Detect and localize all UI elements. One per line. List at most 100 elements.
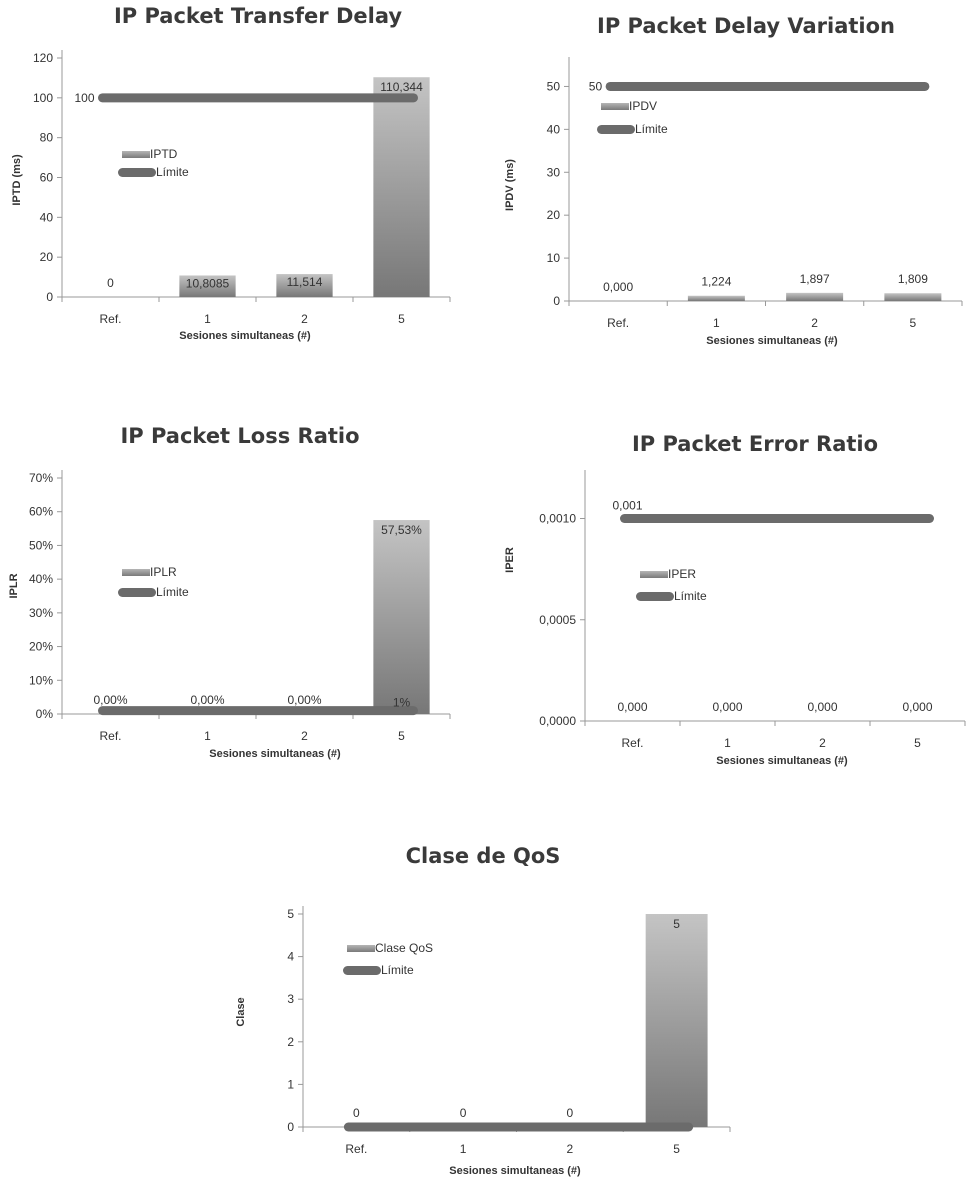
x-tick-label: 2 bbox=[301, 729, 308, 743]
bar-data-label: 0,00% bbox=[287, 693, 321, 707]
y-tick-label: 40% bbox=[29, 572, 53, 586]
plot: 0 1 2 3 4 5 Ref. 1 2 5 0 0 0 5 bbox=[287, 906, 731, 1156]
x-tick-label: Ref. bbox=[621, 736, 643, 750]
chart-title: IP Packet Loss Ratio bbox=[120, 424, 360, 448]
bar-data-label: 0,000 bbox=[807, 700, 837, 714]
y-tick-label: 20 bbox=[547, 208, 561, 222]
x-axis-label: Sesiones simultaneas (#) bbox=[716, 755, 848, 767]
y-tick-label: 40 bbox=[40, 210, 54, 224]
bar-data-label: 110,344 bbox=[380, 80, 423, 94]
bar-data-label: 57,53% bbox=[381, 523, 422, 537]
x-tick-label: 5 bbox=[914, 736, 921, 750]
legend-swatch bbox=[122, 151, 150, 158]
y-tick-label: 0 bbox=[553, 294, 560, 308]
bar-data-label: 10,8085 bbox=[186, 276, 230, 290]
legend-label: Límite bbox=[674, 589, 707, 603]
chart-iplr: IP Packet Loss Ratio IPLR Sesiones simul… bbox=[0, 410, 490, 780]
legend-swatch bbox=[640, 571, 668, 578]
x-axis-label: Sesiones simultaneas (#) bbox=[209, 748, 341, 760]
legend-label: Límite bbox=[156, 165, 189, 179]
x-tick-label: 1 bbox=[204, 312, 211, 326]
y-tick-label: 100 bbox=[33, 91, 53, 105]
chart-title: IP Packet Error Ratio bbox=[631, 432, 879, 456]
bar-data-label: 1,897 bbox=[800, 272, 830, 286]
y-tick-label: 80 bbox=[40, 131, 54, 145]
legend-label: IPTD bbox=[150, 147, 178, 161]
x-axis-label: Sesiones simultaneas (#) bbox=[179, 330, 311, 342]
plot: 0 10 20 30 40 50 Ref. 1 2 5 50 0,000 1,224 1,897 1,809 bbox=[547, 57, 963, 330]
chart-title: IP Packet Delay Variation bbox=[597, 14, 895, 38]
y-tick-label: 1 bbox=[287, 1077, 294, 1091]
y-tick-label: 10 bbox=[547, 251, 561, 265]
bar bbox=[373, 77, 430, 297]
bar-data-label: 11,514 bbox=[287, 275, 323, 289]
y-tick-label: 60% bbox=[29, 505, 53, 519]
bar-data-label: 0,000 bbox=[617, 700, 647, 714]
y-tick-label: 3 bbox=[287, 992, 294, 1006]
plot: 0% 10% 20% 30% 40% 50% 60% 70% Ref. 1 2 5 1% 0,00% 0,0… bbox=[29, 470, 451, 743]
y-tick-label: 70% bbox=[29, 471, 53, 485]
bar-data-label: 0,00% bbox=[190, 693, 224, 707]
limit-data-label: 1% bbox=[393, 696, 411, 710]
chart-title: Clase de QoS bbox=[405, 844, 561, 868]
x-tick-label: 2 bbox=[567, 1142, 574, 1156]
y-tick-label: 10% bbox=[29, 673, 53, 687]
y-tick-label: 30% bbox=[29, 606, 53, 620]
limit-data-label: 100 bbox=[74, 91, 94, 105]
bar bbox=[645, 914, 708, 1127]
limit-data-label: 0,001 bbox=[613, 499, 643, 513]
y-tick-label: 4 bbox=[287, 950, 294, 964]
legend-swatch bbox=[343, 966, 381, 975]
legend-swatch bbox=[636, 592, 674, 601]
legend-label: IPER bbox=[668, 567, 697, 581]
x-tick-label: Ref. bbox=[607, 316, 629, 330]
x-tick-label: Ref. bbox=[99, 312, 121, 326]
legend-label: IPDV bbox=[629, 99, 658, 113]
x-tick-label: 1 bbox=[713, 316, 720, 330]
legend-swatch bbox=[601, 103, 629, 110]
x-axis-label: Sesiones simultaneas (#) bbox=[706, 335, 838, 347]
chart-qos: Clase de QoS Clase Sesiones simultaneas … bbox=[200, 830, 760, 1184]
y-tick-label: 0,0010 bbox=[539, 512, 576, 526]
plot: 0,0000 0,0005 0,0010 Ref. 1 2 5 0,001 0,000 0,000… bbox=[539, 470, 966, 750]
bar-data-label: 0,000 bbox=[902, 700, 932, 714]
legend-swatch bbox=[118, 588, 156, 597]
chart-ipdv: IP Packet Delay Variation IPDV (ms) Sesi… bbox=[490, 0, 973, 380]
legend-swatch bbox=[347, 945, 375, 952]
bar bbox=[687, 295, 745, 301]
y-tick-label: 0,0000 bbox=[539, 714, 576, 728]
y-tick-label: 120 bbox=[33, 51, 53, 65]
x-tick-label: Ref. bbox=[345, 1142, 367, 1156]
bar-data-label: 1,224 bbox=[701, 275, 731, 289]
y-tick-label: 0 bbox=[287, 1120, 294, 1134]
y-tick-label: 20 bbox=[40, 250, 54, 264]
y-tick-label: 50 bbox=[547, 79, 561, 93]
y-tick-label: 5 bbox=[287, 907, 294, 921]
legend-swatch bbox=[122, 569, 150, 576]
x-tick-label: 2 bbox=[819, 736, 826, 750]
bar-data-label: 5 bbox=[673, 917, 680, 931]
x-tick-label: 1 bbox=[460, 1142, 467, 1156]
y-tick-label: 30 bbox=[547, 165, 561, 179]
bar bbox=[786, 292, 844, 301]
chart-title: IP Packet Transfer Delay bbox=[113, 4, 403, 28]
legend-label: Límite bbox=[156, 585, 189, 599]
bar-data-label: 0 bbox=[567, 1106, 574, 1120]
y-tick-label: 40 bbox=[547, 122, 561, 136]
x-tick-label: 1 bbox=[204, 729, 211, 743]
x-tick-label: 5 bbox=[398, 312, 405, 326]
y-tick-label: 50% bbox=[29, 538, 53, 552]
y-tick-label: 2 bbox=[287, 1035, 294, 1049]
bar-data-label: 0,000 bbox=[712, 700, 742, 714]
chart-iptd: IP Packet Transfer Delay IPTD (ms) Sesio… bbox=[0, 0, 490, 380]
legend-label: Límite bbox=[381, 963, 414, 977]
x-tick-label: 2 bbox=[811, 316, 818, 330]
x-tick-label: 2 bbox=[301, 312, 308, 326]
x-tick-label: 5 bbox=[398, 729, 405, 743]
legend-label: Clase QoS bbox=[375, 941, 434, 955]
legend-swatch bbox=[118, 168, 156, 177]
legend-label: Límite bbox=[635, 122, 668, 136]
x-tick-label: Ref. bbox=[99, 729, 121, 743]
y-tick-label: 60 bbox=[40, 171, 54, 185]
legend-swatch bbox=[597, 125, 635, 134]
